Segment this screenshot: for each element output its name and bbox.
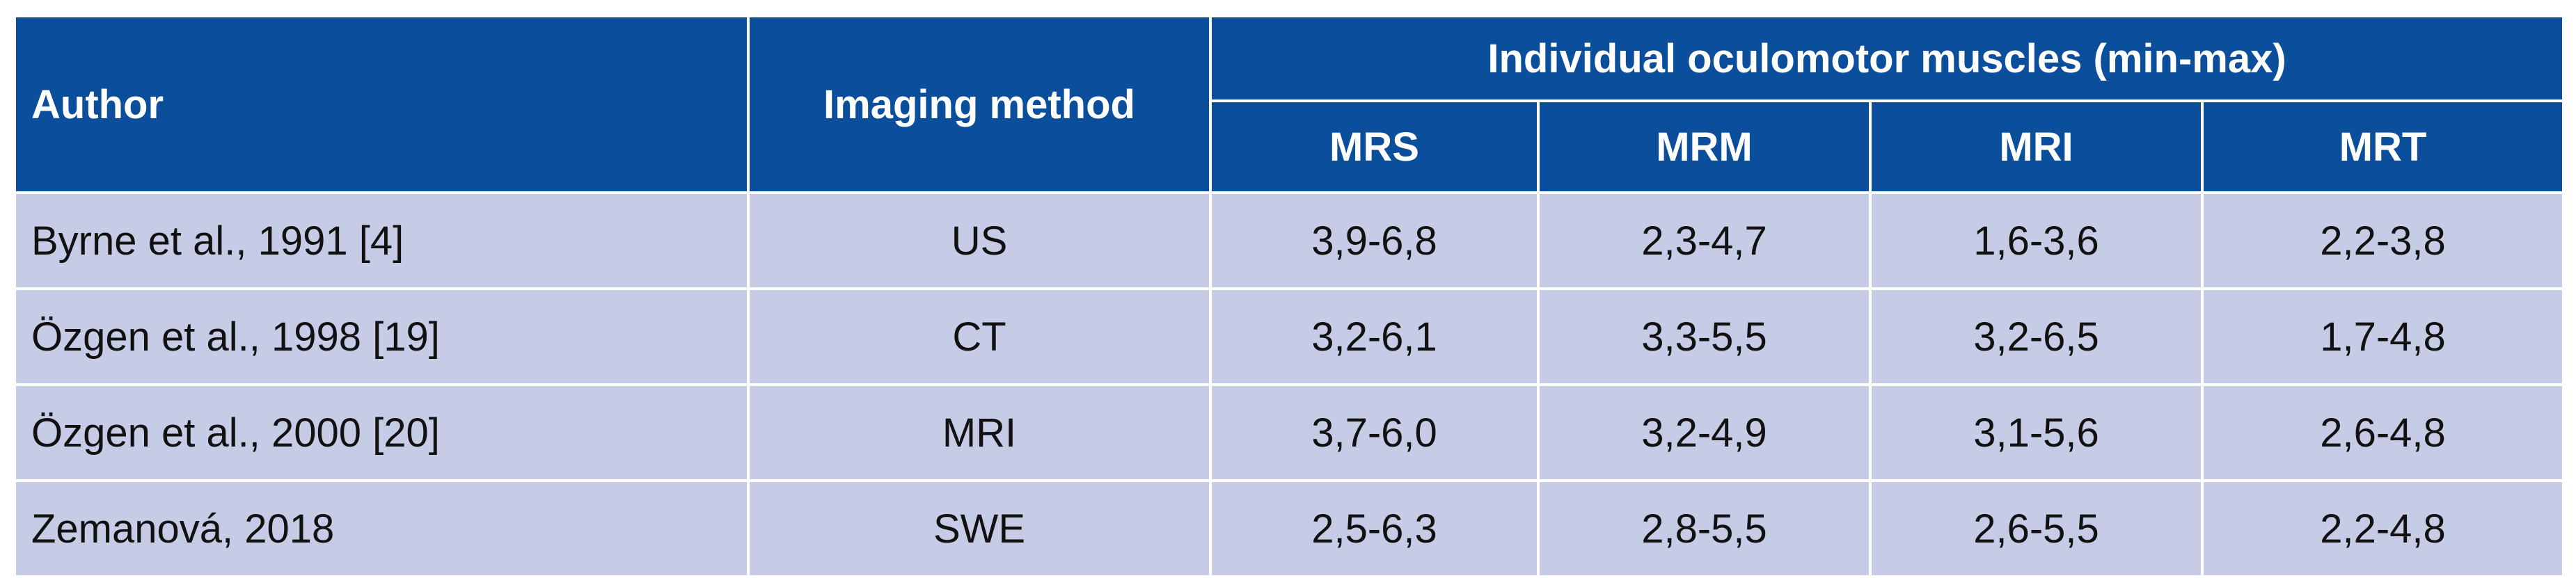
cell-mri: 3,1-5,6 — [1869, 383, 2204, 482]
cell-mrt: 2,2-4,8 — [2200, 479, 2566, 578]
table-row: Özgen et al., 1998 [19] CT 3,2-6,1 3,3-5… — [13, 287, 2566, 386]
header-imaging-method: Imaging method — [747, 15, 1212, 194]
cell-mri: 1,6-3,6 — [1869, 191, 2204, 290]
cell-mri: 2,6-5,5 — [1869, 479, 2204, 578]
cell-author: Özgen et al., 1998 [19] — [13, 287, 750, 386]
cell-author: Byrne et al., 1991 [4] — [13, 191, 750, 290]
cell-method: US — [747, 191, 1212, 290]
header-mrs: MRS — [1209, 99, 1540, 194]
table-row: Özgen et al., 2000 [20] MRI 3,7-6,0 3,2-… — [13, 383, 2566, 482]
cell-mrt: 1,7-4,8 — [2200, 287, 2566, 386]
cell-method: MRI — [747, 383, 1212, 482]
table-row: Byrne et al., 1991 [4] US 3,9-6,8 2,3-4,… — [13, 191, 2566, 290]
cell-mrt: 2,2-3,8 — [2200, 191, 2566, 290]
table-container: Author Imaging method Individual oculomo… — [13, 15, 2566, 578]
header-row-muscles: MRS MRM MRI MRT — [15, 99, 2566, 194]
cell-mrs: 3,7-6,0 — [1209, 383, 1540, 482]
cell-mrs: 2,5-6,3 — [1209, 479, 1540, 578]
cell-mrs: 3,2-6,1 — [1209, 287, 1540, 386]
header-mri: MRI — [1869, 99, 2204, 194]
cell-mri: 3,2-6,5 — [1869, 287, 2204, 386]
cell-mrm: 2,8-5,5 — [1537, 479, 1872, 578]
cell-author: Özgen et al., 2000 [20] — [13, 383, 750, 482]
header-group-muscles: Individual oculomotor muscles (min-max) — [1208, 15, 2566, 102]
cell-mrm: 3,3-5,5 — [1537, 287, 1872, 386]
header-row-top: Author Imaging method Individual oculomo… — [13, 15, 2566, 194]
cell-mrm: 3,2-4,9 — [1537, 383, 1872, 482]
cell-method: SWE — [747, 479, 1212, 578]
cell-mrt: 2,6-4,8 — [2200, 383, 2566, 482]
header-mrm: MRM — [1537, 99, 1872, 194]
oculomotor-muscles-table: Author Imaging method Individual oculomo… — [13, 15, 2566, 578]
cell-method: CT — [747, 287, 1212, 386]
header-mrt: MRT — [2200, 99, 2566, 194]
cell-mrs: 3,9-6,8 — [1209, 191, 1540, 290]
cell-mrm: 2,3-4,7 — [1537, 191, 1872, 290]
table-row: Zemanová, 2018 SWE 2,5-6,3 2,8-5,5 2,6-5… — [13, 479, 2566, 578]
header-author: Author — [13, 15, 750, 194]
cell-author: Zemanová, 2018 — [13, 479, 750, 578]
